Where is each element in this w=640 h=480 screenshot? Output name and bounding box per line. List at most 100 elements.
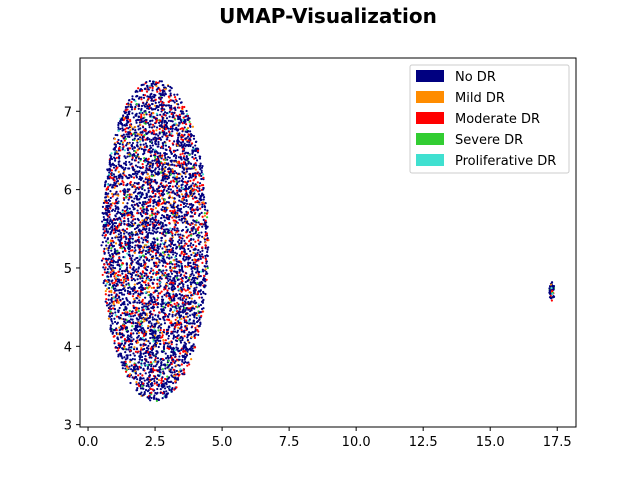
point-no-dr bbox=[198, 253, 201, 256]
point-no-dr bbox=[120, 139, 123, 143]
point-moderate-dr bbox=[155, 262, 158, 265]
point-no-dr bbox=[206, 209, 209, 212]
point-no-dr bbox=[185, 272, 188, 275]
point-no-dr bbox=[109, 261, 112, 264]
point-no-dr bbox=[117, 233, 120, 236]
point-no-dr bbox=[113, 163, 116, 167]
point-no-dr bbox=[154, 332, 157, 335]
point-no-dr bbox=[142, 143, 145, 146]
point-no-dr bbox=[103, 185, 107, 188]
point-no-dr bbox=[197, 290, 200, 293]
point-no-dr bbox=[174, 360, 177, 363]
point-moderate-dr bbox=[174, 373, 178, 376]
point-moderate-dr bbox=[164, 265, 167, 268]
point-no-dr bbox=[114, 287, 117, 290]
point-no-dr bbox=[129, 241, 132, 244]
point-no-dr bbox=[114, 215, 117, 218]
point-no-dr bbox=[203, 205, 207, 209]
point-no-dr bbox=[144, 355, 147, 358]
point-no-dr bbox=[178, 165, 182, 169]
point-no-dr bbox=[157, 247, 160, 250]
point-severe-dr bbox=[153, 155, 157, 159]
point-no-dr bbox=[135, 340, 138, 343]
point-no-dr bbox=[198, 164, 201, 167]
point-moderate-dr bbox=[172, 150, 176, 153]
point-moderate-dr bbox=[192, 179, 195, 182]
point-no-dr bbox=[179, 210, 182, 213]
point-moderate-dr bbox=[160, 189, 163, 192]
point-proliferative-dr bbox=[173, 175, 176, 178]
point-no-dr bbox=[171, 246, 175, 250]
point-no-dr bbox=[162, 225, 165, 228]
point-moderate-dr bbox=[193, 336, 197, 340]
point-no-dr bbox=[114, 284, 118, 288]
point-no-dr bbox=[168, 115, 171, 118]
point-severe-dr bbox=[183, 306, 186, 310]
point-no-dr bbox=[163, 387, 167, 390]
point-no-dr bbox=[110, 330, 113, 333]
point-no-dr bbox=[149, 154, 152, 158]
point-no-dr bbox=[160, 270, 163, 273]
point-no-dr bbox=[118, 306, 121, 310]
point-no-dr bbox=[154, 355, 157, 358]
point-moderate-dr bbox=[151, 123, 155, 126]
point-no-dr bbox=[155, 231, 158, 234]
point-no-dr bbox=[192, 274, 195, 277]
point-no-dr bbox=[150, 180, 153, 183]
point-no-dr bbox=[117, 344, 120, 347]
point-no-dr bbox=[178, 282, 181, 286]
point-no-dr bbox=[132, 315, 135, 318]
point-severe-dr bbox=[142, 254, 145, 257]
point-no-dr bbox=[133, 358, 137, 361]
point-no-dr bbox=[110, 242, 113, 245]
point-mild-dr bbox=[142, 224, 145, 228]
point-no-dr bbox=[149, 370, 152, 373]
point-moderate-dr bbox=[170, 248, 173, 251]
point-moderate-dr bbox=[105, 259, 108, 262]
point-moderate-dr bbox=[188, 363, 191, 366]
point-no-dr bbox=[167, 175, 170, 178]
point-no-dr bbox=[114, 346, 117, 349]
point-no-dr bbox=[161, 257, 165, 260]
point-no-dr bbox=[131, 254, 134, 257]
point-no-dr bbox=[150, 92, 153, 95]
point-no-dr bbox=[167, 155, 170, 159]
point-no-dr bbox=[181, 201, 184, 204]
point-no-dr bbox=[136, 278, 139, 281]
point-no-dr bbox=[150, 84, 153, 87]
point-no-dr bbox=[179, 298, 182, 301]
point-moderate-dr bbox=[126, 311, 129, 314]
point-moderate-dr bbox=[174, 219, 177, 222]
point-no-dr bbox=[131, 357, 134, 361]
point-no-dr bbox=[123, 232, 126, 235]
point-no-dr bbox=[149, 195, 152, 198]
point-no-dr bbox=[206, 265, 209, 268]
point-no-dr bbox=[161, 177, 164, 181]
point-no-dr bbox=[189, 215, 192, 218]
point-no-dr bbox=[136, 118, 139, 121]
point-no-dr bbox=[136, 256, 139, 260]
point-mild-dr bbox=[104, 289, 107, 293]
point-no-dr bbox=[157, 196, 160, 199]
point-no-dr bbox=[166, 214, 169, 217]
point-no-dr bbox=[172, 381, 175, 385]
point-no-dr bbox=[184, 280, 187, 284]
point-proliferative-dr bbox=[126, 209, 130, 213]
point-no-dr bbox=[144, 200, 147, 203]
point-no-dr bbox=[158, 198, 161, 201]
point-no-dr bbox=[131, 141, 135, 145]
point-no-dr bbox=[139, 143, 142, 146]
point-no-dr bbox=[145, 166, 148, 170]
point-no-dr bbox=[141, 83, 144, 86]
point-no-dr bbox=[114, 164, 118, 168]
point-no-dr bbox=[133, 181, 136, 185]
point-no-dr bbox=[163, 169, 166, 173]
point-moderate-dr bbox=[143, 332, 146, 336]
point-no-dr bbox=[128, 338, 131, 341]
point-no-dr bbox=[141, 131, 144, 134]
point-no-dr bbox=[145, 113, 148, 116]
point-no-dr bbox=[173, 229, 176, 232]
point-no-dr bbox=[139, 356, 142, 359]
point-no-dr bbox=[143, 379, 146, 382]
point-no-dr bbox=[180, 265, 184, 268]
